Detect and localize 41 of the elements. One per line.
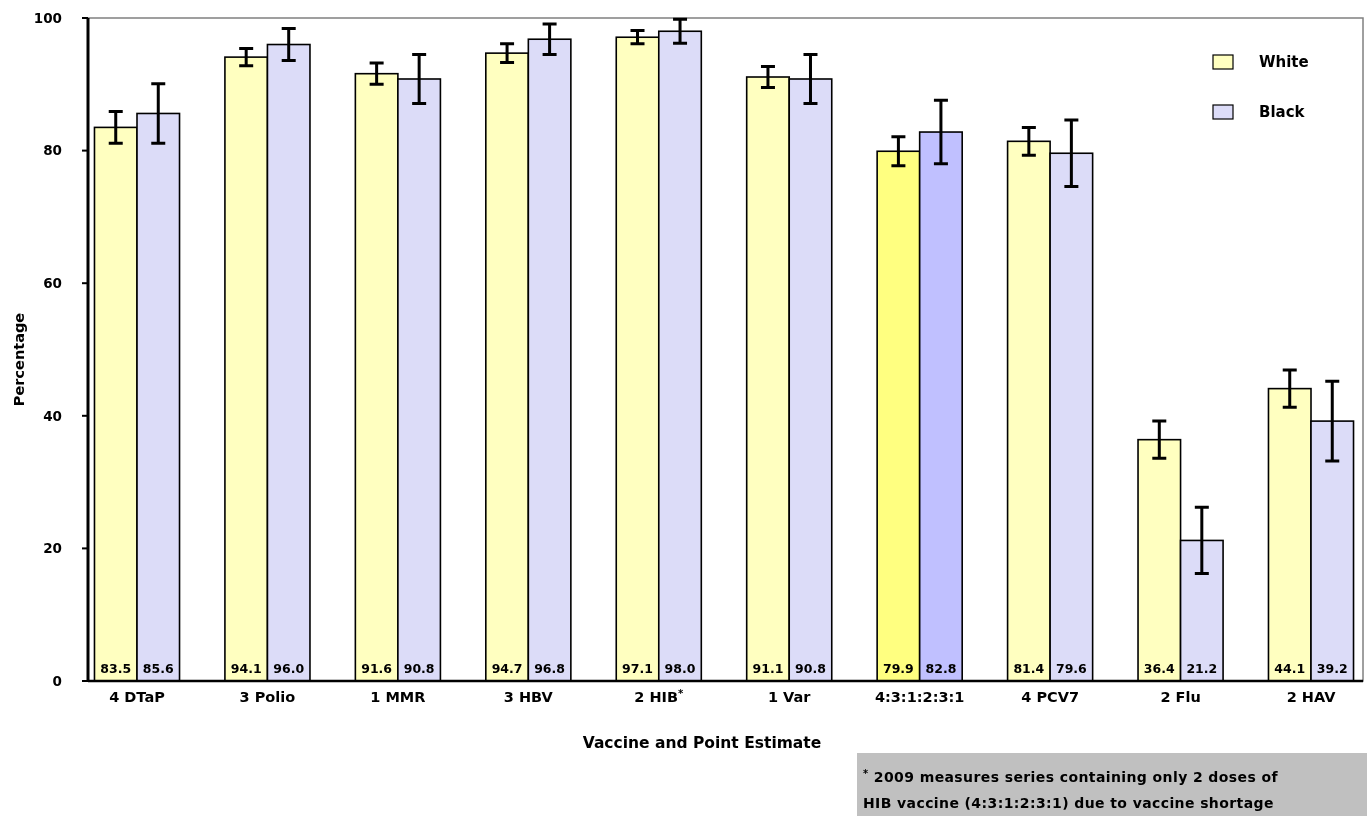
- data-label: 90.8: [403, 661, 435, 676]
- data-label: 94.7: [491, 661, 523, 676]
- text: $^{*}$ 2009 measures series containing only 2 doses of HIB vaccine (4:3:1:2:3:1) due to vaccine shortage: [863, 767, 1279, 811]
- x-tick-label: 4:3:1:2:3:1: [874, 689, 965, 705]
- data-label: 83.5: [100, 661, 132, 676]
- data-label: 44.1: [1274, 661, 1306, 676]
- data-label: 94.1: [230, 661, 262, 676]
- y-tick-label: 60: [43, 274, 62, 291]
- x-tick-label: 2 HAV: [1286, 689, 1337, 705]
- data-label: 91.6: [361, 661, 393, 676]
- data-label: 82.8: [925, 661, 957, 676]
- data-label: 96.8: [534, 661, 566, 676]
- data-label: 81.4: [1013, 661, 1045, 676]
- data-label: 39.2: [1316, 661, 1348, 676]
- data-label: 90.8: [795, 661, 826, 676]
- x-tick-label: 3 Polio: [239, 689, 296, 705]
- data-label: 85.6: [142, 661, 174, 676]
- x-axis-title: Vaccine and Point Estimate: [582, 734, 822, 752]
- y-axis-title: Percentage: [11, 312, 27, 407]
- y-tick-label: 0: [52, 672, 62, 689]
- data-label: 21.2: [1186, 661, 1218, 676]
- x-tick-label: 3 HBV: [503, 689, 554, 705]
- y-tick-label: 80: [43, 142, 62, 159]
- x-tick-label: 1 MMR: [370, 689, 426, 705]
- data-label: 36.4: [1143, 661, 1176, 676]
- data-label: 96.0: [273, 661, 305, 676]
- x-tick-label: 4 DTaP: [109, 689, 166, 705]
- data-label: 79.6: [1055, 661, 1088, 676]
- x-tick-label: 2 HIB$^{*}$: [634, 687, 684, 705]
- legend-label: Black: [1259, 103, 1306, 122]
- data-label: 97.1: [622, 661, 653, 676]
- y-tick-label: 100: [33, 9, 62, 26]
- y-tick-label: 20: [43, 540, 62, 557]
- x-tick-label: 4 PCV7: [1021, 689, 1079, 705]
- x-tick-label: 2 Flu: [1160, 689, 1201, 705]
- y-tick-label: 40: [43, 407, 62, 424]
- legend-label: White: [1259, 53, 1309, 72]
- data-label: 91.1: [752, 661, 784, 676]
- data-label: 98.0: [664, 661, 696, 676]
- x-tick-label: 1 Var: [767, 689, 812, 705]
- data-label: 79.9: [882, 661, 914, 676]
